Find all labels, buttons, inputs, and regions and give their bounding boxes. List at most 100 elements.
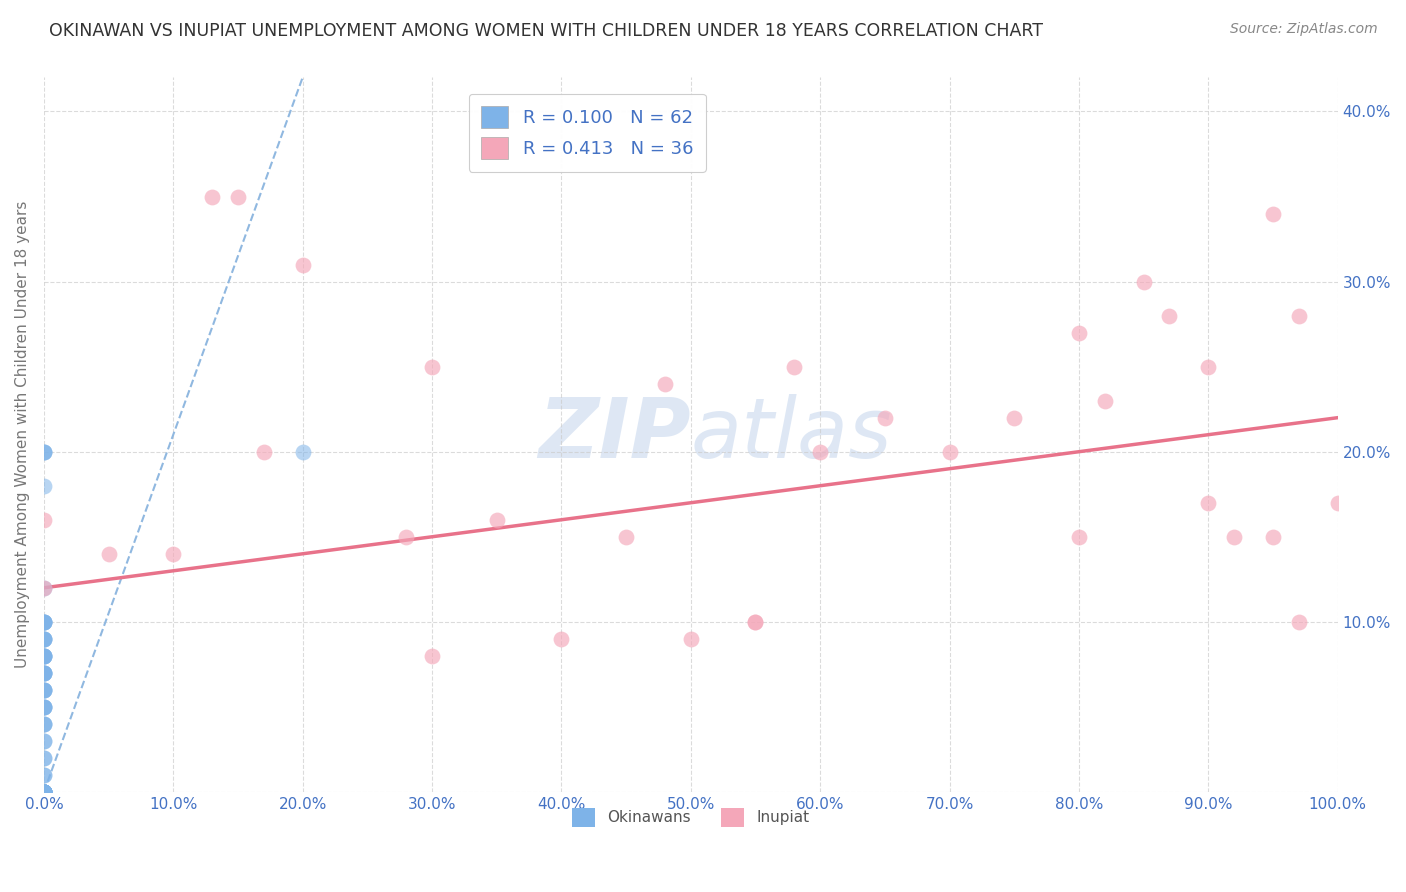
Point <box>1197 359 1219 374</box>
Point <box>32 785 55 799</box>
Point <box>32 785 55 799</box>
Point <box>1002 410 1025 425</box>
Point <box>32 581 55 595</box>
Point <box>32 785 55 799</box>
Point <box>32 632 55 646</box>
Point <box>32 665 55 680</box>
Point <box>550 632 572 646</box>
Legend: Okinawans, Inupiat: Okinawans, Inupiat <box>564 800 817 834</box>
Point <box>32 665 55 680</box>
Point <box>32 479 55 493</box>
Point <box>32 785 55 799</box>
Point <box>291 258 314 272</box>
Point <box>1326 496 1348 510</box>
Point <box>32 734 55 748</box>
Point <box>744 615 766 629</box>
Point <box>654 376 676 391</box>
Point <box>938 444 960 458</box>
Point <box>32 734 55 748</box>
Point <box>32 768 55 782</box>
Text: atlas: atlas <box>690 394 893 475</box>
Point <box>614 530 637 544</box>
Point <box>201 189 224 203</box>
Point <box>32 751 55 765</box>
Point <box>32 699 55 714</box>
Point <box>1159 309 1181 323</box>
Point <box>32 682 55 697</box>
Point <box>162 547 184 561</box>
Point <box>32 768 55 782</box>
Point <box>32 682 55 697</box>
Point <box>32 615 55 629</box>
Point <box>253 444 276 458</box>
Point <box>32 615 55 629</box>
Point <box>32 632 55 646</box>
Point <box>32 665 55 680</box>
Point <box>32 513 55 527</box>
Point <box>32 717 55 731</box>
Point <box>32 581 55 595</box>
Point <box>1132 275 1154 289</box>
Point <box>32 785 55 799</box>
Point <box>420 648 443 663</box>
Point <box>1288 309 1310 323</box>
Point <box>32 785 55 799</box>
Point <box>32 615 55 629</box>
Point <box>1261 530 1284 544</box>
Point <box>32 699 55 714</box>
Point <box>32 785 55 799</box>
Point <box>1197 496 1219 510</box>
Point <box>1094 393 1116 408</box>
Point <box>32 785 55 799</box>
Point <box>226 189 249 203</box>
Point <box>679 632 702 646</box>
Point <box>32 717 55 731</box>
Text: ZIP: ZIP <box>538 394 690 475</box>
Point <box>32 615 55 629</box>
Point <box>873 410 896 425</box>
Point <box>32 682 55 697</box>
Point <box>32 785 55 799</box>
Point <box>32 648 55 663</box>
Point <box>97 547 120 561</box>
Text: OKINAWAN VS INUPIAT UNEMPLOYMENT AMONG WOMEN WITH CHILDREN UNDER 18 YEARS CORREL: OKINAWAN VS INUPIAT UNEMPLOYMENT AMONG W… <box>49 22 1043 40</box>
Point <box>32 785 55 799</box>
Point <box>32 665 55 680</box>
Point <box>420 359 443 374</box>
Point <box>32 648 55 663</box>
Point <box>1067 326 1090 340</box>
Point <box>32 785 55 799</box>
Point <box>32 682 55 697</box>
Point <box>32 615 55 629</box>
Point <box>32 785 55 799</box>
Point <box>32 785 55 799</box>
Point <box>1067 530 1090 544</box>
Point <box>32 648 55 663</box>
Point <box>1261 206 1284 220</box>
Point <box>32 444 55 458</box>
Point <box>808 444 831 458</box>
Y-axis label: Unemployment Among Women with Children Under 18 years: Unemployment Among Women with Children U… <box>15 201 30 668</box>
Point <box>1288 615 1310 629</box>
Point <box>32 751 55 765</box>
Point <box>744 615 766 629</box>
Point <box>291 444 314 458</box>
Point <box>32 444 55 458</box>
Point <box>485 513 508 527</box>
Point <box>32 785 55 799</box>
Point <box>32 785 55 799</box>
Point <box>395 530 418 544</box>
Point <box>32 785 55 799</box>
Point <box>1223 530 1246 544</box>
Point <box>783 359 806 374</box>
Point <box>32 785 55 799</box>
Point <box>32 632 55 646</box>
Text: Source: ZipAtlas.com: Source: ZipAtlas.com <box>1230 22 1378 37</box>
Point <box>32 717 55 731</box>
Point <box>32 785 55 799</box>
Point <box>32 444 55 458</box>
Point <box>32 785 55 799</box>
Point <box>32 699 55 714</box>
Point <box>32 648 55 663</box>
Point <box>32 785 55 799</box>
